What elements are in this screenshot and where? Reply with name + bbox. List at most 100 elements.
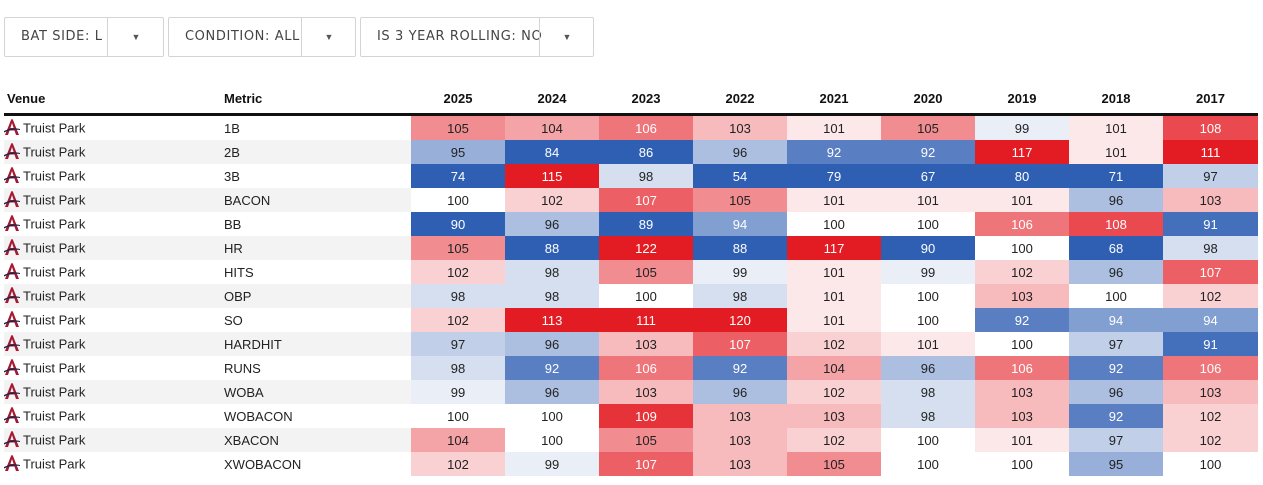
factor-value-cell: 86	[599, 140, 693, 164]
factor-value-cell: 97	[1069, 428, 1163, 452]
factor-value-cell: 102	[505, 188, 599, 212]
venue-cell: Truist Park	[4, 260, 224, 284]
braves-a-logo-icon	[4, 310, 20, 328]
year-column-header[interactable]: 2021	[787, 83, 881, 116]
factor-value-cell: 98	[411, 284, 505, 308]
factor-value-cell: 96	[881, 356, 975, 380]
factor-value-cell: 96	[693, 380, 787, 404]
braves-a-logo-icon	[4, 166, 20, 184]
factor-value-cell: 105	[599, 260, 693, 284]
factor-value-cell: 101	[975, 428, 1069, 452]
metric-cell: XWOBACON	[224, 456, 302, 472]
factor-value-cell: 71	[1069, 164, 1163, 188]
venue-name: Truist Park	[23, 168, 86, 184]
factor-value-cell: 68	[1069, 236, 1163, 260]
bat-side-filter[interactable]: BAT SIDE: L ▼	[4, 17, 164, 57]
caret-down-icon[interactable]: ▼	[562, 32, 572, 42]
year-column-header[interactable]: 2018	[1069, 83, 1163, 116]
factor-value-cell: 96	[693, 140, 787, 164]
metric-cell: HR	[224, 236, 411, 260]
venue-cell: Truist Park	[4, 140, 224, 164]
factor-value-cell: 97	[1069, 332, 1163, 356]
factor-value-cell: 100	[881, 428, 975, 452]
table-row: Truist Park HITS 102 98 105 99 101 99 102 96 107	[4, 260, 1258, 284]
factor-value-cell: 100	[881, 212, 975, 236]
braves-a-logo-icon	[4, 406, 20, 424]
factor-value-cell: 96	[1069, 188, 1163, 212]
factor-value-cell: 111	[1163, 140, 1258, 164]
braves-a-logo-icon	[4, 142, 20, 160]
venue-name: Truist Park	[23, 432, 86, 448]
rolling-filter-label: IS 3 YEAR ROLLING: NO	[377, 29, 543, 44]
year-column-header[interactable]: 2024	[505, 83, 599, 116]
venue-name: Truist Park	[23, 216, 86, 232]
year-column-header[interactable]: 2025	[411, 83, 505, 116]
factor-value-cell: 92	[1069, 356, 1163, 380]
factor-value-cell: 103	[599, 380, 693, 404]
braves-a-logo-icon	[4, 358, 20, 376]
venue-name: Truist Park	[23, 192, 86, 208]
factor-value-cell: 103	[693, 428, 787, 452]
factor-value-cell: 101	[881, 188, 975, 212]
factor-value-cell: 101	[787, 260, 881, 284]
factor-value-cell: 99	[693, 260, 787, 284]
factor-value-cell: 103	[975, 380, 1069, 404]
factor-value-cell: 106	[599, 356, 693, 380]
factor-value-cell: 105	[693, 188, 787, 212]
factor-value-cell: 92	[693, 356, 787, 380]
factor-value-cell: 98	[505, 260, 599, 284]
factor-value-cell: 120	[693, 308, 787, 332]
factor-value-cell: 101	[787, 284, 881, 308]
condition-filter[interactable]: CONDITION: ALL ▼	[168, 17, 356, 57]
factor-value-cell: 102	[787, 428, 881, 452]
caret-down-icon[interactable]: ▼	[324, 32, 334, 42]
factor-value-cell: 111	[599, 308, 693, 332]
venue-name: Truist Park	[23, 264, 86, 280]
factor-value-cell: 102	[975, 260, 1069, 284]
year-column-header[interactable]: 2023	[599, 83, 693, 116]
factor-value-cell: 102	[1163, 428, 1258, 452]
table-row: Truist Park WOBA 99 96 103 96 102 98 103 96 103	[4, 380, 1258, 404]
venue-column-header[interactable]: Venue	[4, 83, 224, 116]
metric-column-header[interactable]: Metric	[224, 83, 411, 116]
metric-cell: SO	[224, 312, 243, 328]
year-column-header[interactable]: 2017	[1163, 83, 1258, 116]
metric-cell: BB	[224, 216, 242, 232]
venue-cell: Truist Park	[4, 236, 224, 260]
factor-value-cell: 104	[505, 114, 599, 140]
factor-value-cell: 102	[1163, 404, 1258, 428]
venue-name: Truist Park	[23, 408, 86, 424]
factor-value-cell: 54	[693, 164, 787, 188]
venue-cell: Truist Park	[4, 188, 224, 212]
factor-value-cell: 102	[787, 380, 881, 404]
factor-value-cell: 108	[1069, 212, 1163, 236]
factor-value-cell: 100	[975, 332, 1069, 356]
year-column-header[interactable]: 2022	[693, 83, 787, 116]
factor-value-cell: 88	[505, 236, 599, 260]
factor-value-cell: 92	[975, 308, 1069, 332]
filter-divider	[107, 18, 108, 56]
venue-name: Truist Park	[23, 360, 86, 376]
venue-cell: Truist Park	[4, 308, 224, 332]
factor-value-cell: 94	[693, 212, 787, 236]
factor-value-cell: 100	[505, 428, 599, 452]
rolling-filter[interactable]: IS 3 YEAR ROLLING: NO ▼	[360, 17, 594, 57]
table-row: Truist Park HR 105 88 122 88 117 90 100 68 98	[4, 236, 1258, 260]
factor-value-cell: 102	[411, 308, 505, 332]
braves-a-logo-icon	[4, 430, 20, 448]
factor-value-cell: 106	[975, 356, 1069, 380]
factor-value-cell: 107	[693, 332, 787, 356]
factor-value-cell: 88	[693, 236, 787, 260]
factor-value-cell: 122	[599, 236, 693, 260]
factor-value-cell: 102	[411, 260, 505, 284]
factor-value-cell: 92	[881, 140, 975, 164]
venue-name: Truist Park	[23, 144, 86, 160]
caret-down-icon[interactable]: ▼	[131, 32, 141, 42]
year-column-header[interactable]: 2019	[975, 83, 1069, 116]
metric-cell: WOBA	[224, 380, 411, 404]
metric-cell: 2B	[224, 140, 411, 164]
table-row: Truist Park 2B 95 84 86 96 92 92 117 101 111	[4, 140, 1258, 164]
table-row: Truist Park XBACON 104 100 105 103 102 100 101 97…	[4, 428, 1258, 452]
year-column-header[interactable]: 2020	[881, 83, 975, 116]
metric-cell: OBP	[224, 284, 411, 308]
